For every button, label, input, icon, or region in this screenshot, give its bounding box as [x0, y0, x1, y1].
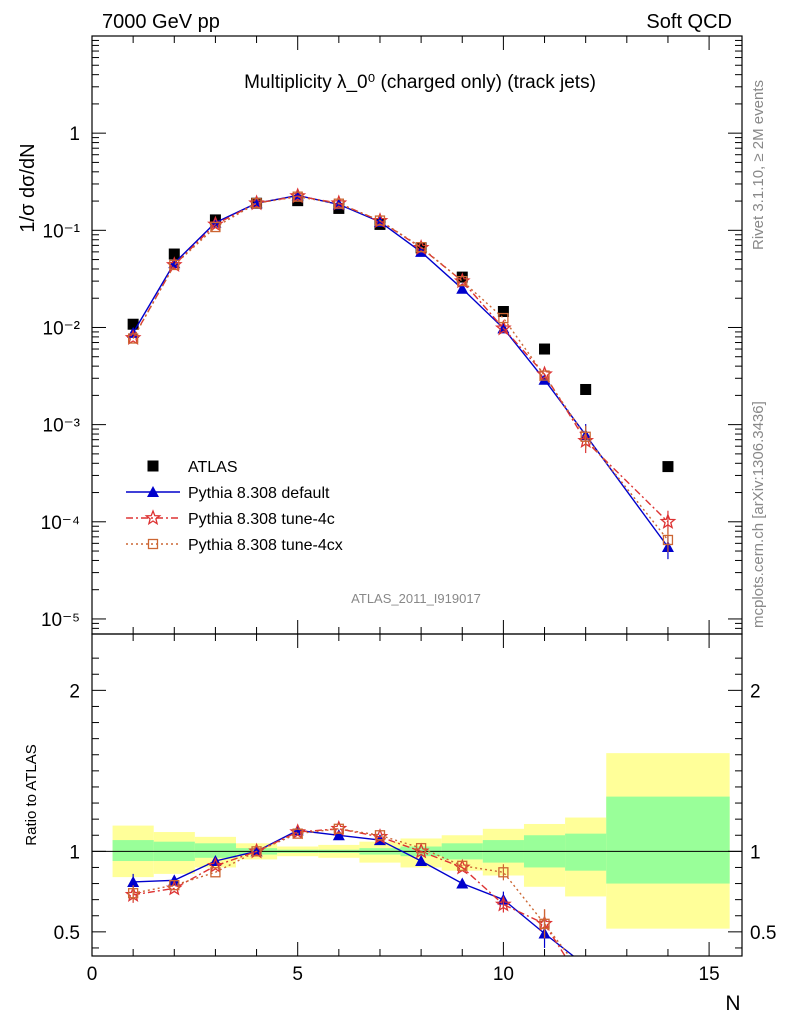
ratio-axes: 0.5 0.5 1 1 2 2 0 5 10 15	[54, 634, 776, 985]
ratio-plot-area	[92, 753, 742, 957]
legend-label: Pythia 8.308 tune-4c	[188, 511, 335, 528]
data-point	[659, 512, 677, 529]
data-point	[333, 198, 344, 209]
ratio-series-2	[127, 823, 570, 957]
data-point	[539, 370, 550, 381]
ratio-ylabel: Ratio to ATLAS	[23, 744, 40, 845]
main-title: Multiplicity λ_0⁰ (charged only) (track …	[244, 72, 596, 93]
ratio-point	[456, 877, 469, 889]
legend-label: Pythia 8.308 tune-4cx	[188, 537, 343, 554]
data-point	[538, 373, 551, 385]
ratio-line	[132, 828, 566, 957]
ratio-point	[333, 823, 344, 834]
y-tick-label: 10⁻⁵	[41, 610, 80, 631]
ratio-y-tick-label-right: 0.5	[750, 923, 776, 944]
rivet-label: Rivet 3.1.10, ≥ 2M events	[750, 80, 767, 250]
uncertainty-band-green	[606, 796, 730, 884]
data-point	[415, 242, 427, 253]
ratio-point	[415, 855, 428, 867]
header-left: 7000 GeV pp	[102, 11, 220, 33]
series-2	[124, 187, 677, 534]
y-tick-label: 1	[69, 124, 80, 145]
x-tick-label: 15	[699, 964, 720, 985]
legend-entry: Pythia 8.308 tune-4cx	[126, 537, 343, 554]
data-point	[456, 282, 469, 294]
main-ylabel: 1/σ dσ/dN	[17, 143, 39, 232]
data-point	[539, 343, 551, 355]
ratio-point	[494, 895, 512, 912]
legend-entry: Pythia 8.308 default	[126, 485, 330, 502]
data-point	[374, 215, 386, 226]
ratio-y-tick-label: 1	[69, 842, 80, 863]
x-tick-label: 5	[292, 964, 303, 985]
legend-marker	[147, 538, 159, 550]
data-point	[497, 306, 509, 318]
y-tick-label: 10⁻⁴	[41, 513, 80, 534]
uncertainty-band-green	[112, 840, 154, 862]
header-right: Soft QCD	[646, 11, 732, 33]
ratio-point	[457, 860, 468, 871]
ratio-point	[127, 888, 139, 899]
main-axes: 1 10⁻¹ 10⁻² 10⁻³ 10⁻⁴ 10⁻⁵	[41, 36, 742, 635]
data-point	[210, 221, 221, 233]
x-axis-label: N	[725, 992, 740, 1015]
series-3	[127, 191, 674, 553]
y-tick-label: 10⁻²	[43, 318, 81, 339]
ratio-point	[332, 829, 345, 841]
legend-label: Pythia 8.308 default	[188, 485, 330, 502]
ratio-y-tick-label: 2	[69, 681, 80, 702]
data-point	[495, 319, 512, 336]
ratio-frame	[91, 633, 743, 957]
y-tick-label: 10⁻¹	[43, 221, 81, 242]
ratio-point	[292, 828, 303, 839]
ratio-panel: 0.5 0.5 1 1 2 2 0 5 10 15 Ratio to ATLAS N	[23, 633, 776, 1015]
ratio-point	[539, 918, 550, 929]
ratio-point	[127, 875, 140, 887]
uncertainty-band-green	[194, 843, 236, 858]
series-line	[132, 195, 669, 541]
series-1	[127, 189, 674, 560]
y-tick-label: 10⁻³	[43, 416, 81, 437]
legend-marker	[147, 486, 159, 497]
x-tick-label: 0	[87, 964, 98, 985]
legend-entry: Pythia 8.308 tune-4c	[126, 509, 335, 528]
ratio-point	[374, 830, 386, 841]
ratio-point	[207, 856, 224, 873]
data-point	[498, 312, 509, 324]
x-tick-label: 10	[493, 964, 514, 985]
data-point	[292, 191, 303, 202]
main-panel: 1 10⁻¹ 10⁻² 10⁻³ 10⁻⁴ 10⁻⁵ Multiplicity λ_0⁰ …	[17, 35, 743, 635]
ratio-y-tick-label-right: 1	[750, 842, 761, 863]
legend-marker	[144, 509, 162, 526]
ratio-point	[210, 867, 221, 878]
data-point	[127, 318, 139, 330]
data-point	[251, 198, 262, 209]
ratio-point	[251, 846, 262, 857]
legend-label: ATLAS	[188, 459, 238, 476]
legend-entry: ATLAS	[147, 459, 238, 476]
uncertainty-band-green	[565, 833, 607, 871]
ratio-point	[498, 867, 509, 878]
data-point	[662, 461, 674, 473]
ratio-y-tick-label-right: 2	[750, 681, 761, 702]
ratio-point	[169, 880, 180, 891]
ratio-point	[415, 842, 427, 854]
data-point	[457, 275, 468, 287]
data-point	[662, 534, 674, 546]
main-plot-area	[124, 187, 677, 560]
analysis-id: ATLAS_2011_I919017	[351, 591, 481, 606]
data-point	[168, 248, 180, 260]
data-point	[169, 259, 180, 271]
mcplots-label: mcplots.cern.ch [arXiv:1306.3436]	[750, 401, 767, 628]
data-point	[580, 431, 591, 442]
legend-marker	[147, 460, 159, 472]
data-point	[127, 333, 139, 344]
legend: ATLAS Pythia 8.308 default Pythia 8.308 tu…	[126, 459, 343, 554]
ratio-y-tick-label: 0.5	[54, 923, 80, 944]
data-point	[580, 383, 592, 395]
